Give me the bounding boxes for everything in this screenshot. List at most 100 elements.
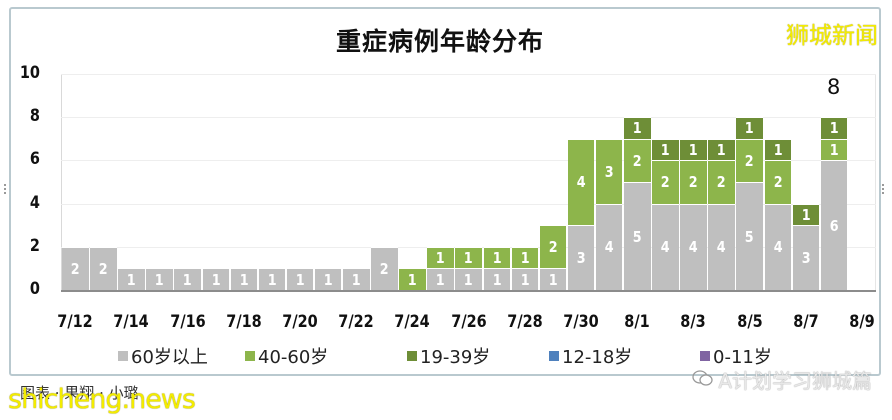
bar-segment: 1 xyxy=(483,268,510,290)
x-tick-label: 8/7 xyxy=(793,312,819,332)
chart-credit: 图表 · 果翔 · 小璐 xyxy=(20,384,139,402)
x-tick-label: 8/3 xyxy=(680,312,707,332)
total-label: 8 xyxy=(826,75,841,100)
x-tick-label: 7/14 xyxy=(113,312,150,332)
legend-item: 19-39岁 xyxy=(407,343,490,369)
bar-segment: 1 xyxy=(820,117,848,139)
y-tick-label: 6 xyxy=(29,149,40,170)
bar-segment: 1 xyxy=(230,268,258,290)
legend-label: 40-60岁 xyxy=(258,347,329,368)
bar-segment: 2 xyxy=(652,160,679,204)
bar-segment: 1 xyxy=(539,268,567,290)
x-axis-line xyxy=(61,290,876,292)
legend-swatch xyxy=(245,351,255,361)
legend-item: 12-18岁 xyxy=(549,343,632,369)
bar-segment: 1 xyxy=(427,268,454,290)
y-tick-label: 10 xyxy=(19,63,40,83)
bar-segment: 2 xyxy=(371,246,398,290)
y-tick-label: 4 xyxy=(29,192,40,213)
chart-frame xyxy=(9,7,881,376)
bar-segment: 1 xyxy=(455,246,482,269)
wechat-source-label: A计划学习狮城篇 xyxy=(718,369,872,393)
bar-segment: 4 xyxy=(595,203,623,290)
bar-segment: 1 xyxy=(343,268,370,290)
legend-swatch xyxy=(700,351,710,361)
bar-segment: 4 xyxy=(652,203,679,290)
bar-segment: 1 xyxy=(455,268,482,290)
bar-segment: 1 xyxy=(286,268,314,290)
bar-segment: 5 xyxy=(624,182,651,290)
brand-watermark: 狮城新闻 xyxy=(786,23,878,49)
bar-segment: 1 xyxy=(764,138,791,161)
bar-segment: 1 xyxy=(708,138,735,161)
bar-segment: 2 xyxy=(736,138,763,182)
bar-segment: 1 xyxy=(511,268,539,290)
bar-segment: 2 xyxy=(62,246,89,290)
bar-segment: 1 xyxy=(511,246,539,269)
x-tick-label: 7/16 xyxy=(169,312,206,332)
bar-segment: 5 xyxy=(736,182,763,290)
bar-segment: 4 xyxy=(567,138,595,226)
bar-segment: 2 xyxy=(680,160,707,204)
bar-segment: 6 xyxy=(820,160,848,290)
gridline xyxy=(61,117,876,119)
site-watermark: shicheng.news xyxy=(8,384,196,415)
gridline xyxy=(61,203,876,205)
x-tick-label: 8/1 xyxy=(624,312,650,332)
legend-swatch xyxy=(549,351,559,361)
bar-segment: 1 xyxy=(258,268,286,290)
x-tick-label: 7/30 xyxy=(563,312,599,332)
bar-segment: 2 xyxy=(539,225,567,269)
x-tick-label: 7/22 xyxy=(338,312,374,332)
gridline xyxy=(61,160,876,162)
x-tick-label: 8/9 xyxy=(849,312,875,332)
bar-segment: 1 xyxy=(118,268,145,290)
bar-segment: 2 xyxy=(624,138,651,182)
x-tick-label: 7/12 xyxy=(57,312,93,332)
bar-segment: 1 xyxy=(483,246,510,269)
legend-label: 19-39岁 xyxy=(420,347,491,368)
bar-segment: 3 xyxy=(595,138,623,204)
legend-swatch xyxy=(407,351,417,361)
bar-segment: 2 xyxy=(764,160,791,204)
bar-segment: 1 xyxy=(174,268,201,290)
bar-segment: 1 xyxy=(736,117,763,139)
resize-handle-left[interactable] xyxy=(4,184,10,194)
legend-label: 60岁以上 xyxy=(131,347,208,368)
bar-segment: 4 xyxy=(764,203,791,290)
bar-segment: 1 xyxy=(399,268,426,290)
bar-segment: 1 xyxy=(652,138,679,161)
bar-segment: 4 xyxy=(680,203,707,290)
x-tick-label: 7/26 xyxy=(450,312,487,332)
bar-segment: 1 xyxy=(314,268,342,290)
x-tick-label: 8/5 xyxy=(736,312,763,332)
legend-item: 0-11岁 xyxy=(700,343,772,369)
y-tick-label: 8 xyxy=(29,106,40,127)
bar-segment: 1 xyxy=(146,268,173,290)
x-tick-label: 7/24 xyxy=(394,312,431,332)
bar-segment: 3 xyxy=(567,225,595,290)
y-tick-label: 0 xyxy=(29,279,40,299)
legend-item: 40-60岁 xyxy=(245,343,328,369)
x-tick-label: 7/18 xyxy=(226,312,262,332)
bar-segment: 4 xyxy=(708,203,735,290)
resize-handle-right[interactable] xyxy=(882,184,888,194)
bar-segment: 2 xyxy=(90,246,117,290)
x-tick-label: 7/20 xyxy=(282,312,318,332)
bar-segment: 3 xyxy=(792,225,820,290)
wechat-icon xyxy=(692,368,714,392)
y-tick-label: 2 xyxy=(29,235,40,256)
legend-label: 0-11岁 xyxy=(713,347,772,368)
legend-label: 12-18岁 xyxy=(562,347,633,368)
bar-segment: 1 xyxy=(792,203,820,226)
wechat-source: A计划学习狮城篇 xyxy=(692,365,872,394)
legend-swatch xyxy=(118,351,128,361)
x-tick-label: 7/28 xyxy=(507,312,543,332)
bar-segment: 1 xyxy=(820,138,848,161)
legend-item: 60岁以上 xyxy=(118,343,208,369)
bar-segment: 2 xyxy=(708,160,735,204)
chart-title: 重症病例年龄分布 xyxy=(335,27,544,56)
bar-segment: 1 xyxy=(680,138,707,161)
bar-segment: 1 xyxy=(427,246,454,269)
bar-segment: 1 xyxy=(624,117,651,139)
